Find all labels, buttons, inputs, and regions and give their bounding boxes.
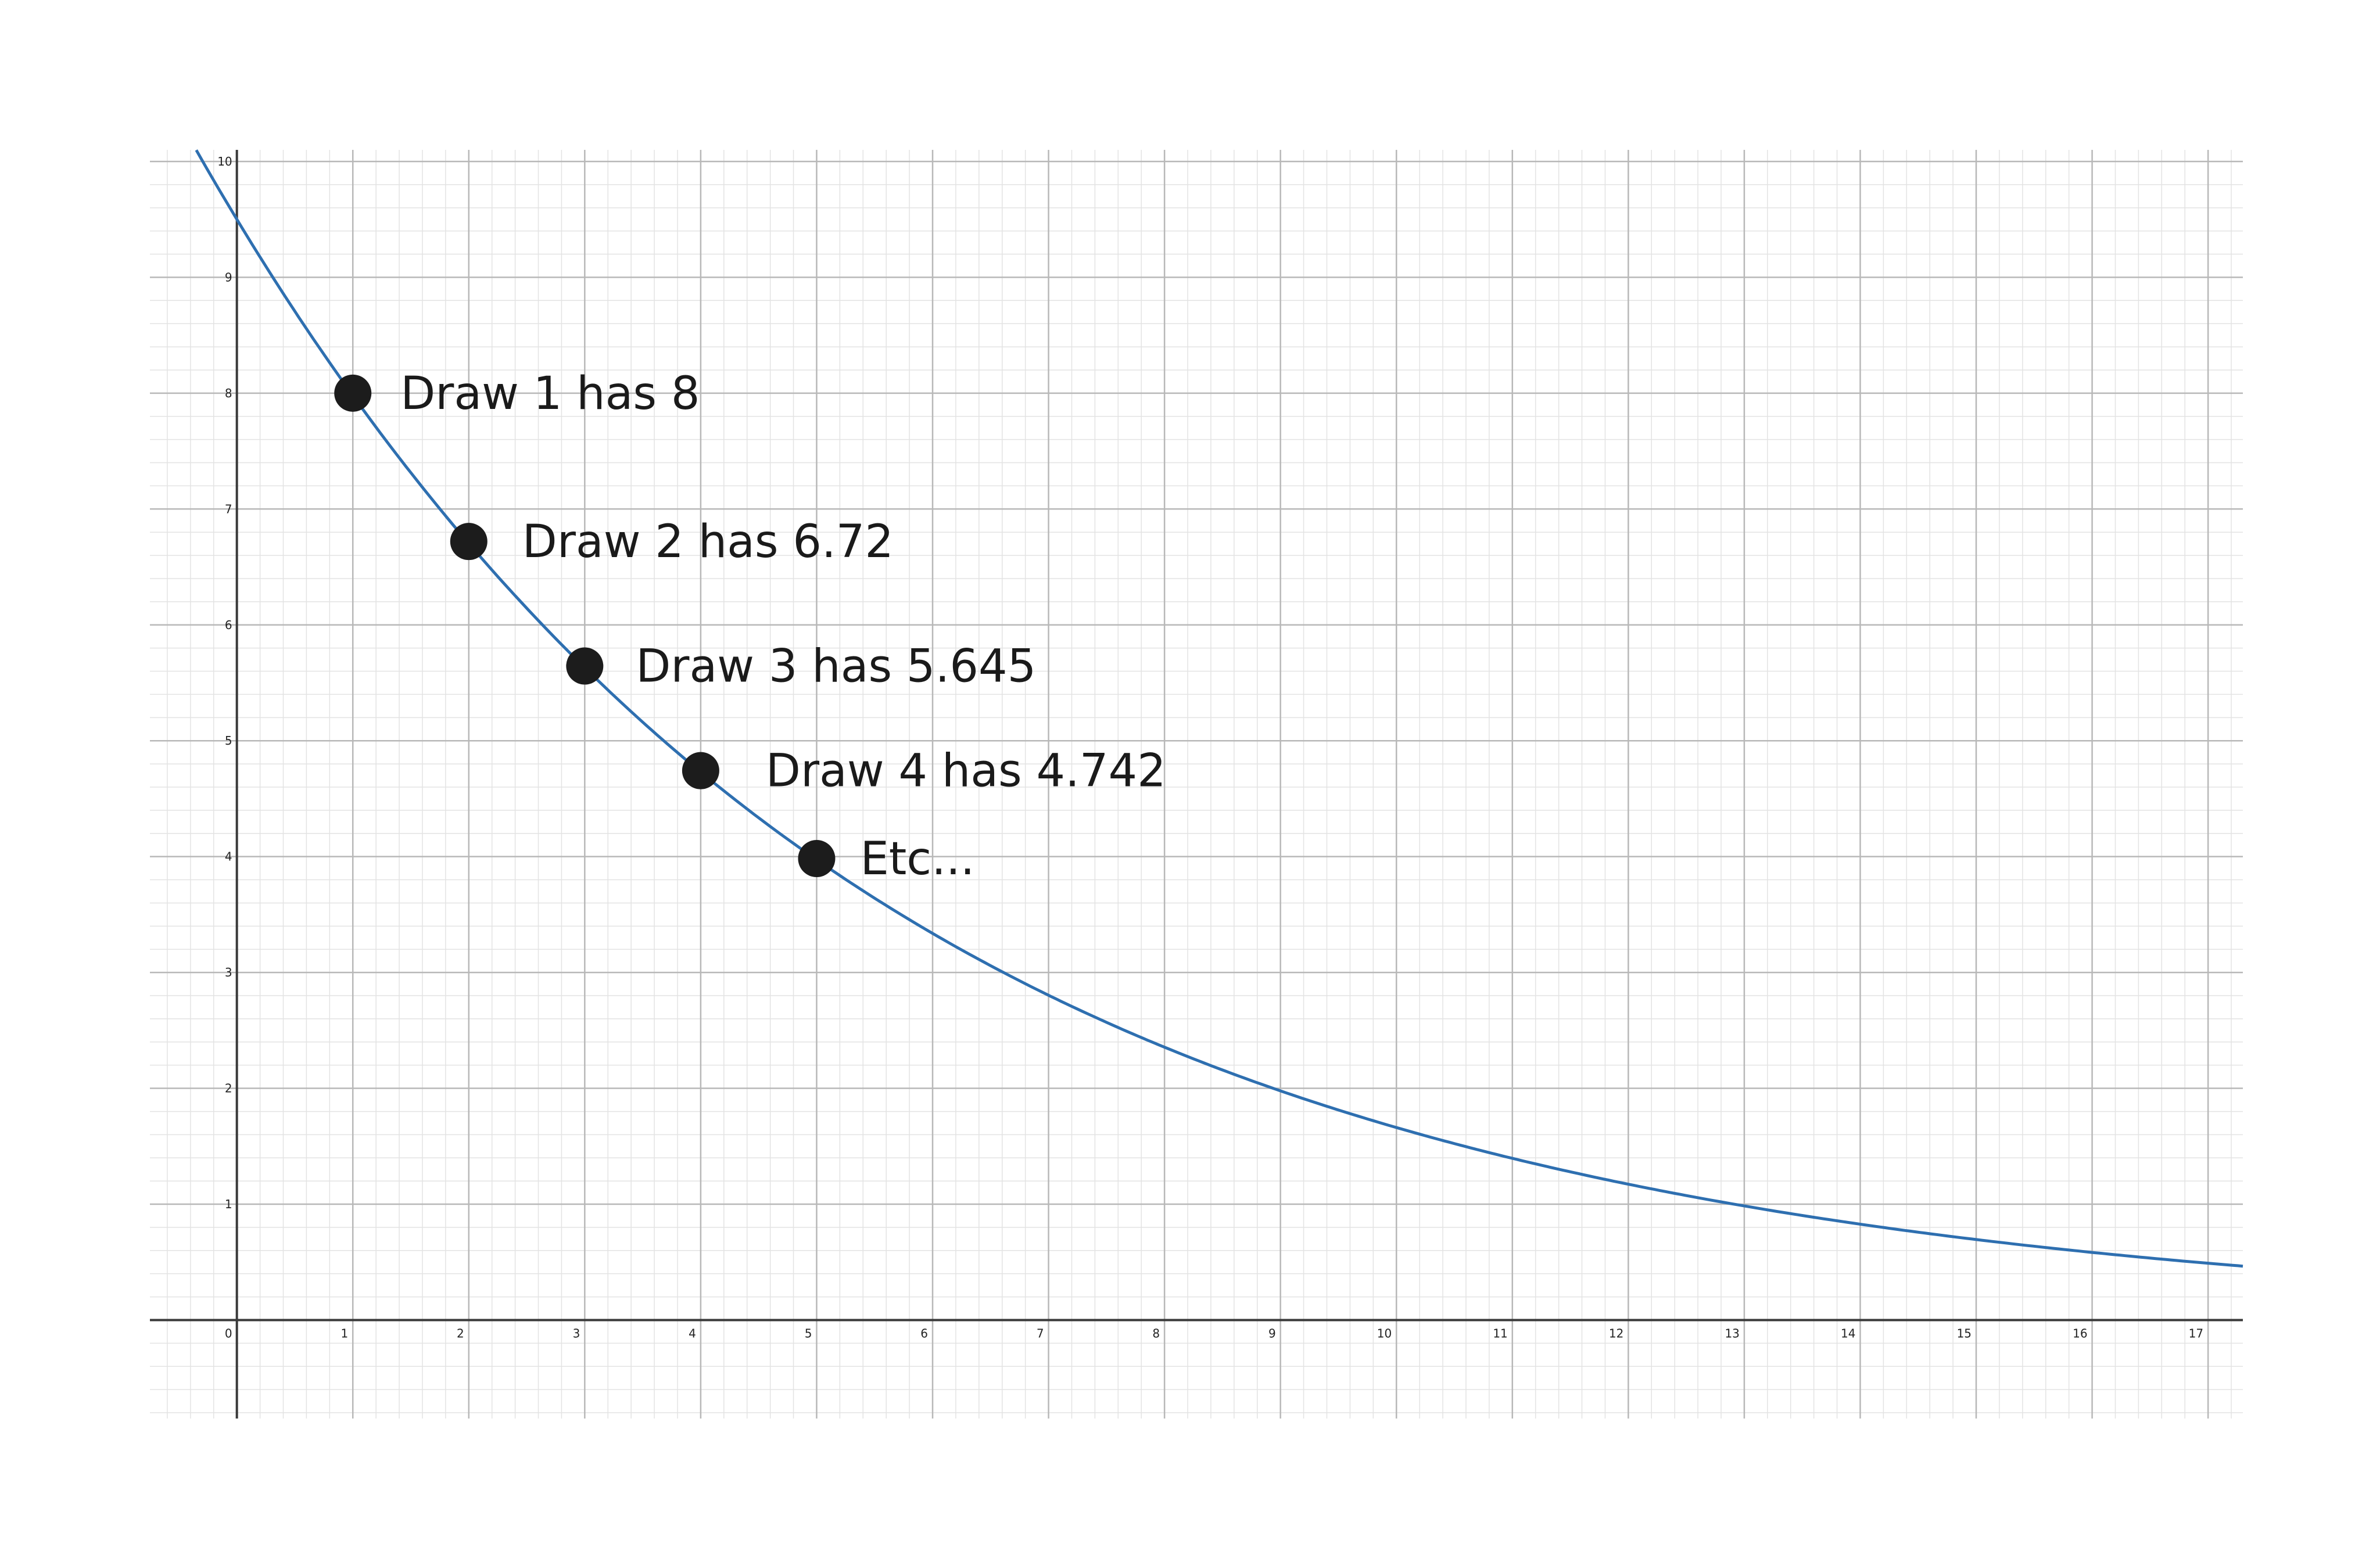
- major-grid: [150, 150, 2243, 1419]
- x-tick-label: 8: [1152, 1326, 1160, 1340]
- x-tick-label: 13: [1725, 1326, 1739, 1340]
- y-tick-label: 9: [225, 270, 232, 284]
- data-point: [334, 374, 372, 412]
- y-tick-label: 2: [225, 1082, 232, 1096]
- x-tick-label: 3: [573, 1326, 580, 1340]
- x-tick-label: 2: [457, 1326, 464, 1340]
- y-tick-label: 7: [225, 502, 232, 516]
- x-tick-label: 10: [1377, 1326, 1392, 1340]
- y-tick-labels: 1 2 3 4 5 6 7 8 9 10: [217, 155, 232, 1211]
- x-tick-label: 11: [1493, 1326, 1507, 1340]
- y-tick-label: 10: [217, 155, 232, 168]
- y-tick-label: 5: [225, 734, 232, 748]
- point-label: Draw 1 has 8: [400, 368, 700, 420]
- x-tick-label: 0: [225, 1326, 232, 1340]
- axes: [150, 150, 2243, 1419]
- decay-curve: [195, 149, 2243, 1268]
- y-tick-label: 6: [225, 618, 232, 632]
- x-tick-label: 4: [689, 1326, 696, 1340]
- point-label: Draw 2 has 6.72: [522, 516, 894, 568]
- minor-grid: [150, 150, 2243, 1419]
- x-tick-label: 9: [1268, 1326, 1276, 1340]
- data-point: [798, 840, 836, 878]
- point-label: Etc...: [860, 833, 974, 885]
- x-tick-label: 14: [1841, 1326, 1855, 1340]
- x-tick-label: 6: [920, 1326, 928, 1340]
- point-label: Draw 3 has 5.645: [636, 641, 1036, 693]
- data-point: [450, 523, 488, 561]
- x-tick-label: 17: [2189, 1326, 2203, 1340]
- data-point: [566, 647, 604, 685]
- data-point: [682, 752, 719, 789]
- x-tick-label: 5: [805, 1326, 812, 1340]
- x-tick-label: 1: [340, 1326, 348, 1340]
- x-tick-label: 16: [2073, 1326, 2087, 1340]
- data-points: [334, 374, 836, 878]
- y-tick-label: 8: [225, 386, 232, 400]
- y-tick-label: 3: [225, 965, 232, 979]
- point-labels: Draw 1 has 8 Draw 2 has 6.72 Draw 3 has 5.…: [400, 368, 1166, 885]
- x-tick-labels: 0 1 2 3 4 5 6 7 8 9 10 11 12 13 14 15 16 17: [225, 1326, 2203, 1340]
- y-tick-label: 1: [225, 1197, 232, 1211]
- point-label: Draw 4 has 4.742: [766, 745, 1166, 798]
- x-tick-label: 12: [1609, 1326, 1623, 1340]
- x-tick-label: 15: [1957, 1326, 1972, 1340]
- x-tick-label: 7: [1037, 1326, 1044, 1340]
- y-tick-label: 4: [225, 850, 232, 864]
